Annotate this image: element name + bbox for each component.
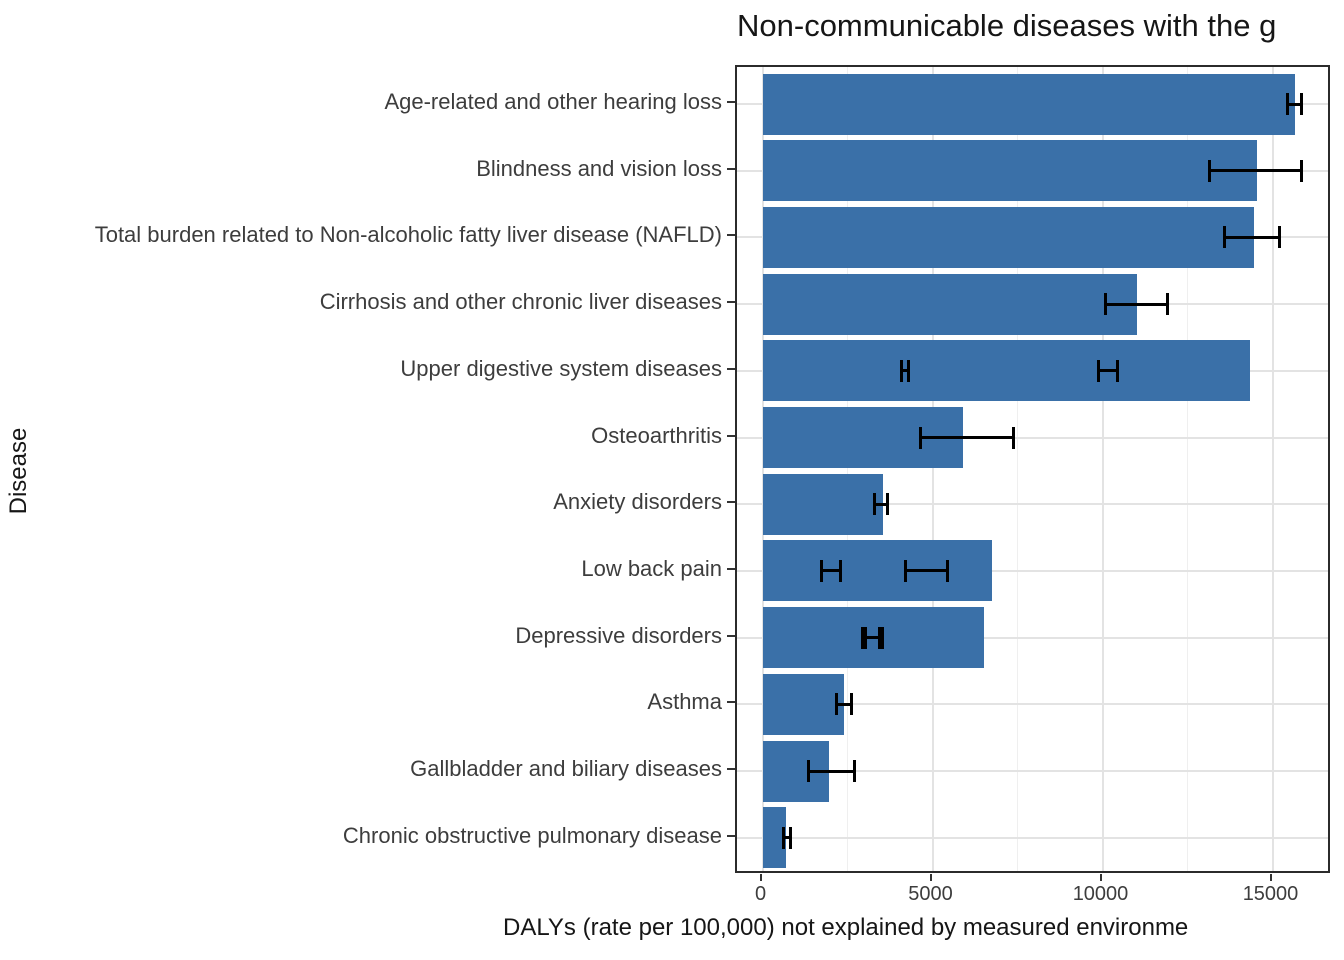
x-axis-tick [1269, 874, 1272, 881]
gridline-major-horizontal [737, 436, 1328, 439]
y-axis-tick [727, 167, 735, 170]
error-bar-line [873, 502, 890, 506]
y-axis-category-label: Anxiety disorders [553, 489, 722, 515]
error-bar [1223, 226, 1281, 249]
error-bar [1104, 293, 1169, 316]
gridline-minor-vertical [847, 67, 848, 871]
error-bar-line [904, 569, 950, 573]
gridline-major-vertical [931, 67, 934, 871]
y-axis-category-label: Low back pain [581, 555, 722, 581]
gridline-major-horizontal [737, 836, 1328, 839]
bar [762, 673, 845, 735]
y-axis-tick [727, 701, 735, 704]
y-axis-tick [727, 567, 735, 570]
bar [762, 140, 1258, 202]
bar [762, 540, 992, 602]
error-bar-line [807, 769, 857, 773]
y-axis-tick [727, 501, 735, 504]
error-bar-line [1097, 369, 1119, 373]
y-axis-tick [727, 434, 735, 437]
error-bar [1207, 159, 1304, 182]
error-bar [904, 559, 950, 582]
bar [762, 473, 884, 535]
error-bar-line [900, 369, 911, 373]
error-bar [864, 626, 885, 649]
x-axis-tick-label: 15000 [1242, 883, 1299, 905]
y-axis-tick [727, 634, 735, 637]
y-axis-tick [727, 834, 735, 837]
error-bar [781, 826, 793, 849]
x-axis-tick-label: 5000 [908, 883, 953, 905]
error-bar-line [781, 836, 793, 840]
y-axis-tick [727, 301, 735, 304]
error-bar [1097, 359, 1119, 382]
error-bar [807, 760, 857, 782]
y-axis-category-label: Total burden related to Non-alcoholic fa… [94, 222, 722, 248]
error-bar [820, 559, 843, 582]
error-bar-line [1207, 169, 1304, 173]
error-bar-line [918, 436, 1016, 439]
x-axis-tick [759, 874, 762, 881]
gridline-major-horizontal [737, 770, 1328, 772]
gridline-major-horizontal [737, 636, 1328, 639]
x-axis-tick-label: 0 [754, 883, 767, 905]
error-bar-line [835, 702, 854, 706]
gridline-major-vertical [1101, 67, 1104, 871]
y-axis-category-label: Asthma [647, 689, 722, 715]
error-bar [873, 493, 890, 516]
gridline-minor-vertical [1187, 67, 1188, 871]
bar [762, 807, 787, 869]
bar [762, 340, 1251, 402]
gridline-major-horizontal [737, 569, 1328, 572]
y-axis-category-label: Upper digestive system diseases [400, 355, 722, 381]
error-bar [835, 693, 854, 716]
error-bar-line [1223, 235, 1281, 239]
y-axis-category-label: Age-related and other hearing loss [384, 89, 722, 114]
gridline-minor-vertical [1017, 67, 1018, 871]
gridline-major-vertical [1271, 67, 1274, 871]
plot-panel [735, 65, 1330, 873]
y-axis-category-label: Chronic obstructive pulmonary disease [342, 822, 722, 848]
x-axis-tick [929, 874, 932, 881]
error-bar-line [1286, 102, 1304, 106]
y-axis-tick [727, 234, 735, 237]
bar [762, 73, 1295, 135]
x-axis-tick [1099, 874, 1102, 881]
y-axis-tick [727, 768, 735, 770]
chart-title: Non-communicable diseases with the g [737, 8, 1277, 43]
y-axis-category-label: Osteoarthritis [591, 422, 722, 448]
error-bar [1286, 93, 1304, 115]
error-bar [900, 359, 911, 382]
bar [762, 206, 1254, 268]
y-axis-category-label: Cirrhosis and other chronic liver diseas… [319, 289, 722, 315]
error-bar-line [864, 636, 885, 640]
error-bar-line [1104, 302, 1169, 306]
error-bar [918, 426, 1016, 449]
gridline-major-horizontal [737, 703, 1328, 706]
x-axis-title: DALYs (rate per 100,000) not explained b… [503, 914, 1189, 941]
y-axis-category-label: Depressive disorders [515, 622, 722, 648]
y-axis-category-label: Blindness and vision loss [476, 155, 722, 181]
y-axis-category-label: Gallbladder and biliary diseases [410, 756, 722, 781]
y-axis-tick [727, 367, 735, 370]
gridline-major-horizontal [737, 503, 1328, 506]
error-bar-line [820, 569, 843, 573]
y-axis-tick [727, 101, 735, 103]
x-axis-tick-label: 10000 [1072, 883, 1129, 905]
gridline-major-vertical [761, 67, 764, 871]
bar [762, 273, 1137, 335]
